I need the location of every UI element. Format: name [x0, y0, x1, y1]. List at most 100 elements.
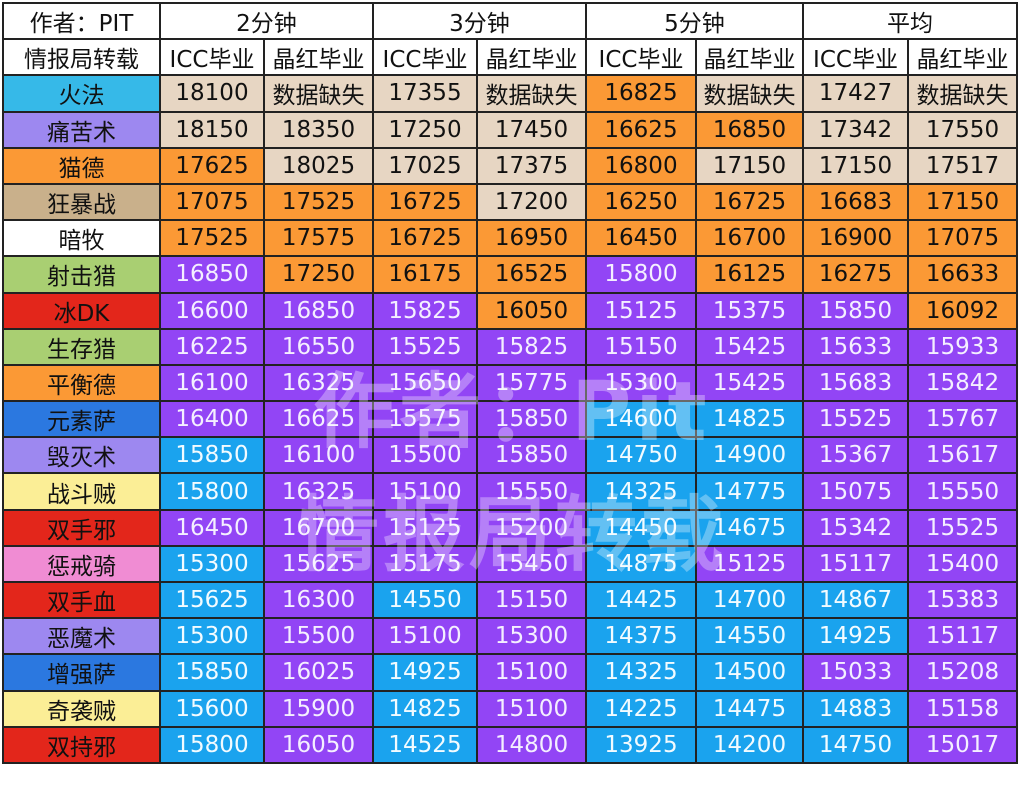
subheader-cell: ICC毕业	[585, 38, 697, 77]
value-cell: 17150	[802, 146, 909, 185]
value-cell: 15500	[263, 617, 374, 656]
class-name-cell: 暗牧	[2, 219, 161, 258]
value-cell: 14800	[476, 725, 587, 764]
value-cell: 16225	[159, 327, 265, 366]
value-cell: 15125	[695, 544, 804, 584]
table-row: 平衡德 16100 16325 15650 15775 15300 15425 15683 15…	[2, 363, 1018, 403]
subheader-cell: 晶红毕业	[476, 38, 587, 77]
table-row: 恶魔术 15300 15500 15100 15300 14375 14550 14925 15…	[2, 617, 1018, 656]
value-cell: 15200	[476, 508, 587, 547]
value-cell: 17150	[907, 182, 1018, 222]
value-cell: 15850	[159, 436, 265, 475]
value-cell: 14775	[695, 472, 804, 511]
value-cell: 17525	[159, 219, 265, 258]
table-row: 双手血 15625 16300 14550 15150 14425 14700 14867 15…	[2, 580, 1018, 620]
value-cell: 15900	[263, 689, 374, 728]
value-cell: 14675	[695, 508, 804, 547]
value-cell: 14550	[372, 580, 478, 620]
value-cell: 15683	[802, 363, 909, 403]
class-name-cell: 毁灭术	[2, 436, 161, 475]
value-cell: 15800	[585, 255, 697, 294]
value-cell: 15933	[907, 327, 1018, 366]
value-cell: 15650	[372, 363, 478, 403]
value-cell: 14750	[585, 436, 697, 475]
value-cell: 15850	[159, 653, 265, 692]
value-cell: 15800	[159, 472, 265, 511]
value-cell: 15400	[907, 544, 1018, 584]
value-cell: 16700	[695, 219, 804, 258]
value-cell: 15450	[476, 544, 587, 584]
value-cell: 15633	[802, 327, 909, 366]
value-cell: 18150	[159, 110, 265, 149]
value-cell: 14200	[695, 725, 804, 764]
value-cell: 15842	[907, 363, 1018, 403]
value-cell: 15100	[476, 653, 587, 692]
value-cell: 15175	[372, 544, 478, 584]
value-cell: 15100	[372, 472, 478, 511]
table-row: 元素萨 16400 16625 15575 15850 14600 14825 15525 15…	[2, 400, 1018, 439]
value-cell: 16300	[263, 580, 374, 620]
group-header-3min: 3分钟	[372, 1, 587, 41]
value-cell: 15500	[372, 436, 478, 475]
value-cell: 16450	[585, 219, 697, 258]
group-header-2min: 2分钟	[159, 1, 374, 41]
subheader-cell: ICC毕业	[372, 38, 478, 77]
value-cell: 15850	[476, 436, 587, 475]
value-cell: 15525	[372, 327, 478, 366]
value-cell: 14450	[585, 508, 697, 547]
value-cell: 15775	[476, 363, 587, 403]
dps-ranking-table: 作者：PIT 2分钟 3分钟 5分钟 平均 情报局转载 ICC毕业 晶红毕业 I…	[2, 1, 1018, 764]
value-cell: 14825	[372, 689, 478, 728]
value-cell: 13925	[585, 725, 697, 764]
value-cell: 数据缺失	[476, 74, 587, 113]
value-cell: 16175	[372, 255, 478, 294]
value-cell: 15033	[802, 653, 909, 692]
value-cell: 14600	[585, 400, 697, 439]
value-cell: 16625	[263, 400, 374, 439]
value-cell: 15100	[372, 617, 478, 656]
class-name-cell: 火法	[2, 74, 161, 113]
value-cell: 15525	[802, 400, 909, 439]
value-cell: 17025	[372, 146, 478, 185]
value-cell: 17517	[907, 146, 1018, 185]
value-cell: 15850	[802, 291, 909, 330]
table-row: 冰DK 16600 16850 15825 16050 15125 15375 15850 16…	[2, 291, 1018, 330]
value-cell: 15342	[802, 508, 909, 547]
value-cell: 16725	[695, 182, 804, 222]
value-cell: 14700	[695, 580, 804, 620]
value-cell: 15425	[695, 363, 804, 403]
table-row: 毁灭术 15850 16100 15500 15850 14750 14900 15367 15…	[2, 436, 1018, 475]
class-name-cell: 双手邪	[2, 508, 161, 547]
value-cell: 15300	[585, 363, 697, 403]
value-cell: 17550	[907, 110, 1018, 149]
value-cell: 16025	[263, 653, 374, 692]
value-cell: 16450	[159, 508, 265, 547]
value-cell: 17355	[372, 74, 478, 113]
value-cell: 15367	[802, 436, 909, 475]
value-cell: 17150	[695, 146, 804, 185]
value-cell: 17075	[907, 219, 1018, 258]
value-cell: 16400	[159, 400, 265, 439]
value-cell: 14525	[372, 725, 478, 764]
value-cell: 16625	[585, 110, 697, 149]
value-cell: 15617	[907, 436, 1018, 475]
class-name-cell: 战斗贼	[2, 472, 161, 511]
value-cell: 16092	[907, 291, 1018, 330]
class-name-cell: 惩戒骑	[2, 544, 161, 584]
value-cell: 15825	[372, 291, 478, 330]
value-cell: 15300	[159, 544, 265, 584]
value-cell: 17450	[476, 110, 587, 149]
value-cell: 16683	[802, 182, 909, 222]
value-cell: 数据缺失	[695, 74, 804, 113]
value-cell: 15600	[159, 689, 265, 728]
group-header-row: 作者：PIT 2分钟 3分钟 5分钟 平均	[2, 1, 1018, 41]
value-cell: 15850	[476, 400, 587, 439]
value-cell: 14550	[695, 617, 804, 656]
value-cell: 14325	[585, 472, 697, 511]
value-cell: 16825	[585, 74, 697, 113]
subheader-cell: 晶红毕业	[695, 38, 804, 77]
class-name-cell: 双手血	[2, 580, 161, 620]
sub-header-row: 情报局转载 ICC毕业 晶红毕业 ICC毕业 晶红毕业 ICC毕业 晶红毕业 I…	[2, 38, 1018, 77]
value-cell: 14425	[585, 580, 697, 620]
value-cell: 16550	[263, 327, 374, 366]
